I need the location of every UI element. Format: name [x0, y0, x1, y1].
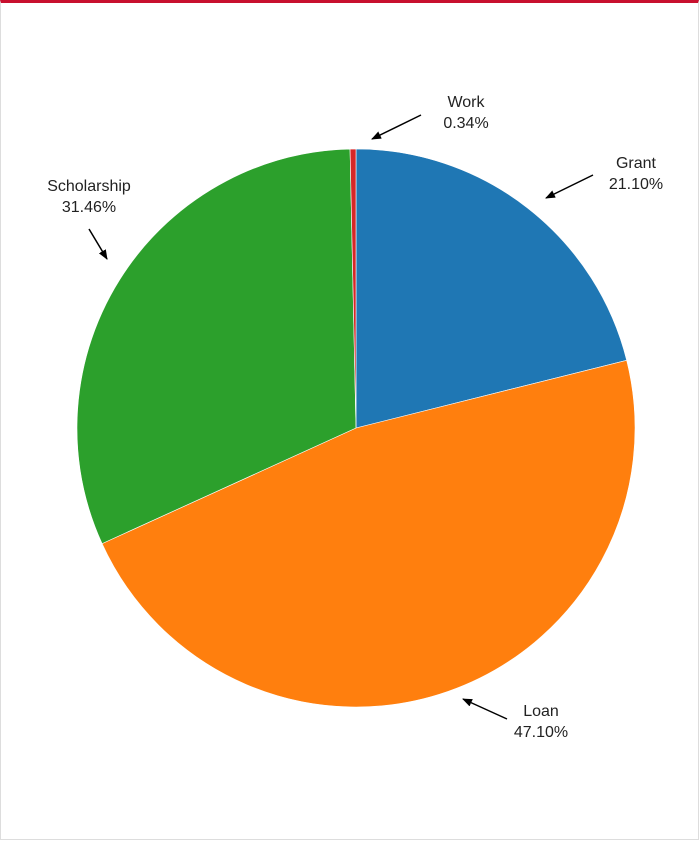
pie-slice-scholarship [76, 148, 357, 545]
annotation-arrow-loan [462, 698, 508, 720]
pie-slice-work [349, 148, 357, 429]
slice-label-loan: Loan [523, 703, 559, 720]
annotation-arrow-grant [545, 174, 594, 199]
pie-slice-loan [101, 359, 636, 708]
slice-label-grant: Grant [616, 155, 657, 172]
pie-chart: Grant 21.10% Loan 47.10% Scholarship 31.46% Wo… [47, 94, 663, 741]
pie-slice-grant [355, 148, 628, 429]
slice-label-scholarship: Scholarship [47, 178, 131, 195]
slice-percent-scholarship: 31.46% [62, 199, 116, 216]
slice-percent-grant: 21.10% [609, 176, 663, 193]
pie-slices [76, 148, 636, 708]
slice-label-work: Work [447, 94, 485, 111]
annotation-arrow-work [371, 114, 422, 140]
slice-annotations: Grant 21.10% Loan 47.10% Scholarship 31.46% Wo… [47, 94, 663, 741]
annotation-arrow-scholarship [88, 228, 108, 260]
slice-percent-loan: 47.10% [514, 724, 568, 741]
slice-percent-work: 0.34% [443, 115, 488, 132]
